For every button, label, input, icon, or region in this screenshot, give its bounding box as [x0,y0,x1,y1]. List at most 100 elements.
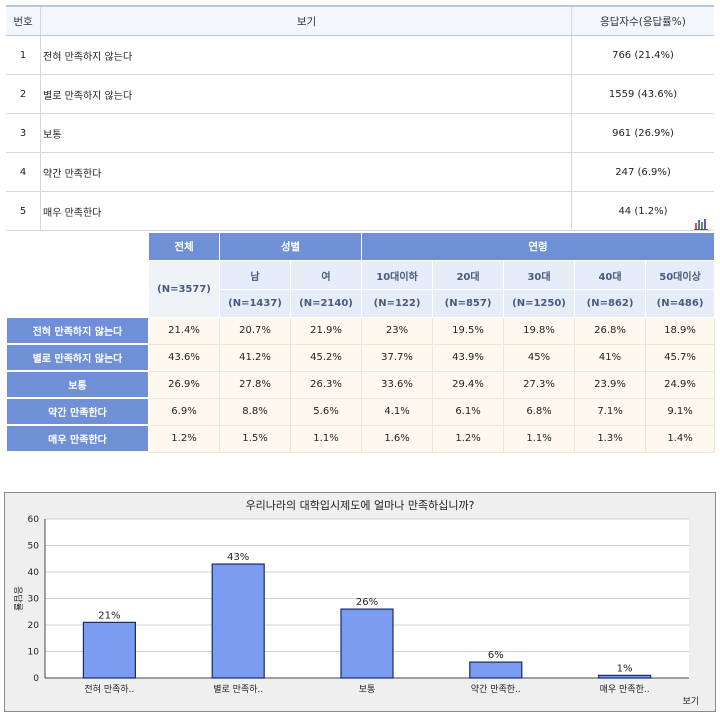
cell-total: 1.2% [148,424,220,453]
cell: 43.9% [432,343,505,372]
row-no: 1 [6,35,41,75]
row-count: 1559 (43.6%) [571,74,714,114]
age-header: 연령 [361,232,716,261]
cell: 1.1% [503,424,576,453]
row-count: 961 (26.9%) [571,113,714,153]
cell: 18.9% [645,317,716,345]
cell: 21.9% [289,317,363,345]
table-row: 5 매우 만족한다 44 (1.2%) [6,191,714,231]
cell-total: 6.9% [148,397,220,426]
total-n: (N=3577) [148,260,220,318]
cell: 9.1% [645,397,716,426]
cell: 24.9% [645,370,716,399]
table-row: 3 보통 961 (26.9%) [6,113,714,153]
group-n: (N=862) [574,289,647,318]
y-tick-label: 50 [28,542,40,552]
corner-blank [6,232,149,290]
x-tick-label: 별로 만족하.. [213,684,263,695]
cell: 45.7% [645,343,716,372]
bar [340,608,394,679]
cell: 45.2% [289,343,363,372]
row-label: 보통 [40,113,572,153]
bar-chart: 우리나라의 대학입시제도에 얼마나 만족하십니까? 0 10 20 30 40 50 60 응답… [12,498,699,707]
cell: 4.1% [361,397,434,426]
data-label: 26% [356,597,378,608]
cell: 23% [361,317,434,345]
cell: 1.5% [219,424,291,453]
cell: 1.1% [289,424,363,453]
row-no: 3 [6,113,41,153]
cell: 19.5% [432,317,505,345]
bar-chart-panel: 우리나라의 대학입시제도에 얼마나 만족하십니까? 0 10 20 30 40 50 60 응답… [4,492,716,712]
group-n: (N=2140) [289,289,363,318]
cell: 1.6% [361,424,434,453]
table-row: 별로 만족하지 않는다 43.6% 41.2% 45.2% 37.7% 43.9… [6,343,716,372]
table-row: 보통 26.9% 27.8% 26.3% 33.6% 29.4% 27.3% 2… [6,370,716,399]
cell: 29.4% [432,370,505,399]
cell-total: 21.4% [148,317,220,345]
cell: 33.6% [361,370,434,399]
y-tick-label: 60 [28,515,40,525]
cell-total: 43.6% [148,343,220,372]
y-tick-label: 20 [28,621,40,631]
header-count: 응답자수(응답률%) [571,5,714,36]
table-row: 약간 만족한다 6.9% 8.8% 5.6% 4.1% 6.1% 6.8% 7.… [6,397,716,426]
bar-chart-icon[interactable] [694,218,708,230]
group-label: 20대 [432,260,505,290]
cell: 41.2% [219,343,291,372]
row-label: 약간 만족한다 [6,397,149,426]
data-label: 21% [98,610,120,621]
summary-header-row: 번호 보기 응답자수(응답률%) [6,5,714,36]
row-label: 별로 만족하지 않는다 [40,74,572,114]
group-label: 10대이하 [361,260,434,290]
table-row: 전혀 만족하지 않는다 21.4% 20.7% 21.9% 23% 19.5% … [6,317,716,345]
cross-table: 전체 성별 연령 (N=3577) 남 여 10대이하 20대 30대 40대 … [6,232,716,453]
y-tick-label: 30 [28,595,40,605]
data-label: 43% [227,552,249,563]
summary-table: 번호 보기 응답자수(응답률%) 1 전혀 만족하지 않는다 766 (21.4… [6,5,714,231]
row-count: 766 (21.4%) [571,35,714,75]
bar [597,674,652,679]
cell: 1.4% [645,424,716,453]
row-label: 전혀 만족하지 않는다 [40,35,572,75]
cell: 45% [503,343,576,372]
cell: 1.2% [432,424,505,453]
group-n: (N=122) [361,289,434,318]
y-axis-label: 응답률 [12,586,24,611]
row-count: 44 (1.2%) [571,191,714,231]
cell: 8.8% [219,397,291,426]
cell: 41% [574,343,647,372]
bar [82,621,137,679]
row-label: 보통 [6,370,149,399]
cell: 20.7% [219,317,291,345]
table-row: 4 약간 만족한다 247 (6.9%) [6,152,714,192]
group-n: (N=1250) [503,289,576,318]
row-label: 전혀 만족하지 않는다 [6,317,149,345]
group-label: 여 [289,260,363,290]
x-tick-label: 약간 만족한.. [471,683,521,695]
cell: 1.3% [574,424,647,453]
group-label: 50대이상 [645,260,716,290]
chart-title: 우리나라의 대학입시제도에 얼마나 만족하십니까? [246,498,475,512]
cell-total: 26.9% [148,370,220,399]
group-n: (N=857) [432,289,505,318]
row-label: 매우 만족한다 [40,191,572,231]
row-no: 5 [6,191,41,231]
cell: 19.8% [503,317,576,345]
row-label: 약간 만족한다 [40,152,572,192]
x-tick-label: 매우 만족한.. [600,684,650,695]
cell: 6.8% [503,397,576,426]
data-label: 6% [488,650,504,661]
row-no: 4 [6,152,41,192]
row-count: 247 (6.9%) [571,152,714,192]
group-n: (N=486) [645,289,716,318]
bar [469,661,523,679]
group-label: 40대 [574,260,647,290]
cell: 7.1% [574,397,647,426]
cell: 26.3% [289,370,363,399]
table-row: 매우 만족한다 1.2% 1.5% 1.1% 1.6% 1.2% 1.1% 1.… [6,424,716,453]
cell: 5.6% [289,397,363,426]
x-tick-label: 보통 [359,684,376,695]
total-header: 전체 [148,232,220,261]
row-label: 매우 만족한다 [6,424,149,453]
